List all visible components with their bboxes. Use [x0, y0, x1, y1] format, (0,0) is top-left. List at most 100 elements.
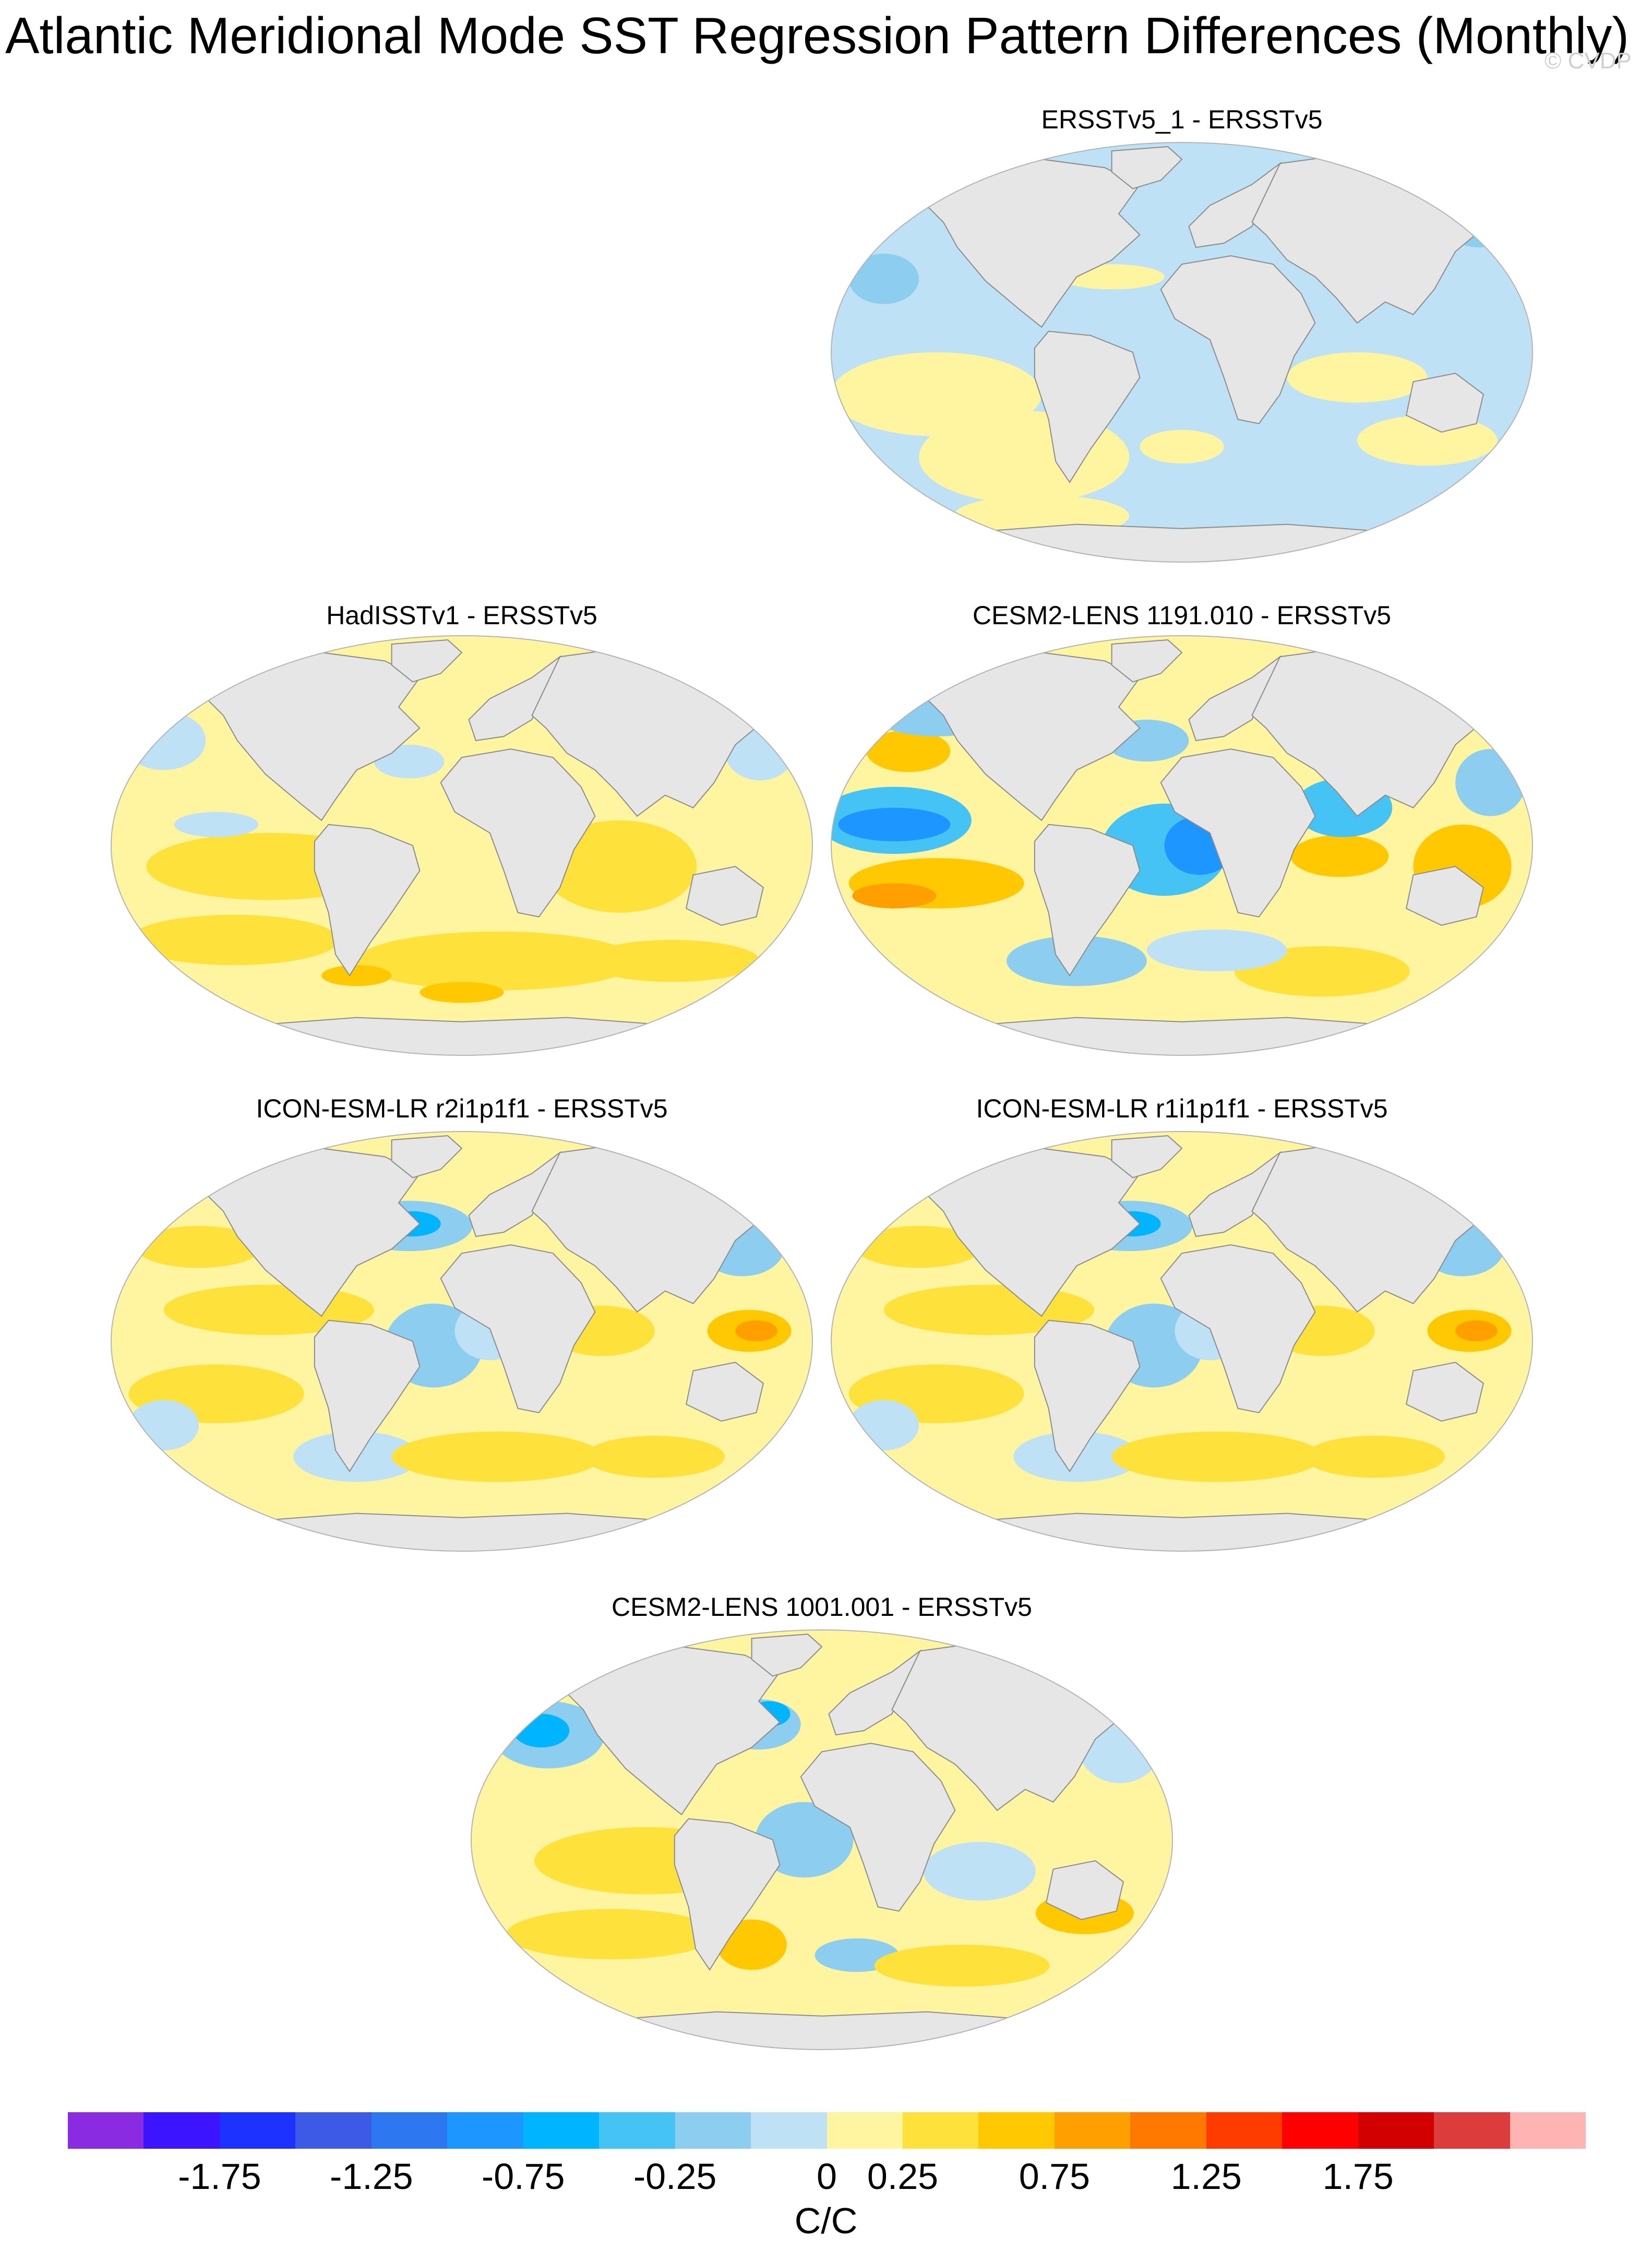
sst-anomaly-region: [838, 807, 951, 841]
land-australia: [1045, 1860, 1124, 1920]
colorbar-tick-label: -0.75: [481, 2156, 565, 2197]
map-panel-1: [830, 141, 1534, 564]
panel-title-3: CESM2-LENS 1191.010 - ERSSTv5: [972, 601, 1392, 630]
globe-border: [111, 635, 813, 1056]
colorbar-cell: [523, 2112, 600, 2149]
land-australia: [685, 866, 764, 926]
colorbar-cell: [751, 2112, 827, 2149]
land-greenland: [1111, 1135, 1183, 1178]
land-greenland: [1111, 146, 1183, 189]
sst-anomaly-region: [391, 1431, 602, 1482]
sst-anomaly-region: [174, 812, 259, 837]
sst-anomaly-region: [923, 1842, 1036, 1901]
panel-title-4: ICON-ESM-LR r2i1p1f1 - ERSSTv5: [256, 1094, 668, 1123]
sst-anomaly-region: [848, 254, 919, 304]
land-africa: [800, 1743, 956, 1912]
colorbar-tick-label: 1.75: [1322, 2156, 1394, 2197]
colorbar-tick-label: -1.75: [178, 2156, 261, 2197]
land-africa: [440, 748, 596, 918]
figure-title: Atlantic Meridional Mode SST Regression …: [5, 7, 1629, 64]
colorbar-cell: [219, 2112, 296, 2149]
land-antarctica: [604, 2011, 1040, 2050]
colorbar-tick-label: -1.25: [330, 2156, 413, 2197]
land-antarctica: [964, 1513, 1400, 1551]
land-southAmerica: [314, 1319, 421, 1473]
sst-anomaly-region: [584, 1435, 725, 1478]
watermark: © CVDP: [1545, 48, 1632, 74]
land-africa: [1160, 1244, 1316, 1413]
sst-anomaly-region: [856, 1225, 982, 1268]
land-greenland: [751, 1633, 823, 1677]
land-southAmerica: [1034, 330, 1141, 484]
land-southAmerica: [314, 824, 421, 977]
sst-anomaly-region: [755, 1802, 854, 1878]
colorbar-cell: [295, 2112, 372, 2149]
colorbar-cell: [978, 2112, 1055, 2149]
colorbar-cell: [827, 2112, 903, 2149]
sst-anomaly-region: [866, 730, 951, 772]
colorbar-cell: [599, 2112, 675, 2149]
sst-anomaly-region: [1140, 430, 1224, 464]
sst-anomaly-region: [1111, 1431, 1322, 1482]
sst-anomaly-region: [1455, 1320, 1498, 1341]
sst-anomaly-region: [1304, 1435, 1445, 1478]
sst-anomaly-region: [136, 1225, 262, 1268]
sst-anomaly-region: [848, 1400, 919, 1451]
panel-title-6: CESM2-LENS 1001.001 - ERSSTv5: [612, 1592, 1032, 1622]
globe-border: [471, 1629, 1173, 2050]
sst-anomaly-region: [356, 931, 637, 991]
colorbar-cell: [1054, 2112, 1131, 2149]
land-australia: [1405, 373, 1485, 433]
sst-anomaly-region: [735, 1320, 777, 1341]
sst-anomaly-region: [584, 939, 760, 982]
colorbar-cell: [902, 2112, 979, 2149]
land-antarctica: [244, 1017, 680, 1055]
sst-anomaly-region: [1357, 415, 1498, 466]
colorbar-tick-label: 0.25: [867, 2156, 939, 2197]
colorbar-units: C/C: [794, 2200, 858, 2241]
sst-anomaly-region: [420, 982, 504, 1003]
land-antarctica: [964, 1017, 1400, 1055]
map-panel-4: [110, 1130, 814, 1553]
sst-anomaly-region: [122, 711, 206, 770]
map-panel-3: [830, 634, 1534, 1057]
land-greenland: [391, 639, 463, 683]
colorbar-tick-label: 0: [817, 2156, 837, 2197]
colorbar-cell: [1434, 2112, 1510, 2149]
globe-border: [111, 1131, 813, 1552]
globe-border: [831, 635, 1533, 1056]
colorbar-cell: [675, 2112, 751, 2149]
land-southAmerica: [1034, 1319, 1141, 1473]
colorbar-cell: [1206, 2112, 1283, 2149]
sst-anomaly-region: [1290, 835, 1389, 877]
colorbar-tick-label: -0.25: [633, 2156, 717, 2197]
land-africa: [1160, 748, 1316, 918]
globe-border: [831, 1131, 1533, 1552]
land-australia: [685, 1362, 764, 1422]
colorbar-cell: [143, 2112, 220, 2149]
colorbar-cell: [1358, 2112, 1434, 2149]
colorbar: [68, 2112, 1586, 2149]
sst-anomaly-region: [128, 914, 339, 966]
panel-title-1: ERSSTv5_1 - ERSSTv5: [1041, 105, 1323, 134]
sst-anomaly-region: [128, 1400, 199, 1451]
colorbar-tick-label: 1.25: [1170, 2156, 1242, 2197]
colorbar-tick-label: 0.75: [1019, 2156, 1090, 2197]
globe-border: [831, 142, 1533, 563]
map-panel-5: [830, 1130, 1534, 1553]
sst-anomaly-region: [1287, 352, 1428, 403]
land-africa: [440, 1244, 596, 1413]
land-africa: [1160, 255, 1316, 424]
land-australia: [1405, 866, 1485, 926]
sst-anomaly-region: [852, 883, 937, 909]
sst-anomaly-region: [542, 820, 697, 913]
sst-anomaly-region: [321, 965, 392, 986]
land-greenland: [391, 1135, 463, 1178]
land-greenland: [1111, 639, 1183, 683]
map-panel-6: [470, 1628, 1174, 2051]
panel-title-2: HadISSTv1 - ERSSTv5: [326, 601, 597, 630]
colorbar-cell: [1130, 2112, 1206, 2149]
land-southAmerica: [674, 1818, 781, 1971]
sst-anomaly-region: [1146, 929, 1287, 972]
panel-title-5: ICON-ESM-LR r1i1p1f1 - ERSSTv5: [976, 1094, 1388, 1123]
